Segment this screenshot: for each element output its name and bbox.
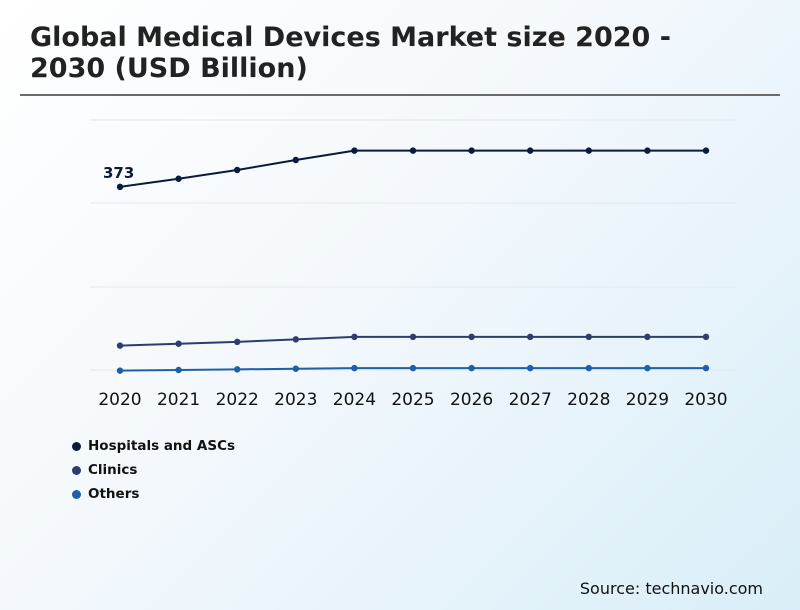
x-tick-label: 2022: [216, 390, 259, 410]
data-point: [175, 366, 182, 374]
legend-marker: [72, 489, 81, 499]
x-tick-label: 2026: [450, 390, 493, 410]
x-tick-label: 2027: [509, 390, 552, 410]
x-tick-label: 2025: [391, 390, 434, 410]
legend-item: Clinics: [72, 458, 235, 482]
data-point: [292, 336, 299, 343]
data-point: [468, 333, 475, 341]
series-line: [119, 149, 706, 188]
series-group: [116, 147, 710, 374]
data-point: [527, 364, 534, 372]
x-tick-label: 2020: [98, 390, 141, 410]
data-point: [585, 364, 592, 372]
data-point: [468, 364, 475, 372]
x-tick-label: 2028: [567, 390, 610, 410]
legend-item: Others: [72, 482, 235, 506]
data-point: [527, 147, 534, 154]
x-tick-label: 2029: [626, 390, 669, 410]
data-point: [644, 147, 651, 154]
data-label: 373: [103, 164, 134, 182]
x-tick-label: 2021: [157, 390, 200, 410]
data-point: [702, 147, 710, 154]
data-point: [702, 364, 710, 372]
title-divider: [20, 94, 780, 96]
chart-title: Global Medical Devices Market size 2020 …: [30, 22, 671, 84]
x-axis-ticks: 2020 2021 2022 2023 2024 2025 2026 2027 2028 2029…: [98, 390, 727, 410]
data-point: [585, 333, 592, 341]
data-labels: 373: [103, 164, 134, 182]
data-point: [116, 342, 124, 349]
legend-label: Hospitals and ASCs: [88, 438, 236, 454]
data-point: [292, 365, 299, 372]
x-tick-label: 2023: [274, 390, 317, 410]
data-point: [292, 156, 299, 164]
x-tick-label: 2024: [333, 390, 376, 410]
data-point: [234, 166, 241, 174]
data-point: [175, 175, 182, 182]
data-point: [234, 338, 241, 346]
data-point: [702, 333, 710, 341]
data-point: [351, 364, 358, 372]
data-point: [351, 147, 358, 154]
legend-marker: [72, 441, 81, 451]
data-point: [175, 340, 182, 347]
data-point: [527, 333, 534, 341]
data-point: [585, 147, 592, 154]
data-point: [409, 333, 417, 341]
data-point: [409, 364, 417, 372]
legend-marker: [72, 465, 81, 475]
data-point: [468, 147, 475, 154]
legend-item: Hospitals and ASCs: [72, 434, 235, 458]
data-point: [116, 183, 124, 191]
legend-label: Clinics: [88, 462, 138, 478]
data-point: [116, 367, 124, 374]
legend-label: Others: [88, 486, 140, 502]
source-text: Source: technavio.com: [579, 579, 763, 598]
data-point: [644, 364, 651, 372]
x-tick-label: 2030: [684, 390, 727, 410]
legend: Hospitals and ASCs Clinics Others: [72, 434, 235, 506]
grid-lines: [90, 119, 736, 371]
data-point: [644, 333, 651, 341]
data-point: [351, 333, 358, 341]
data-point: [409, 147, 417, 154]
data-point: [234, 366, 241, 373]
